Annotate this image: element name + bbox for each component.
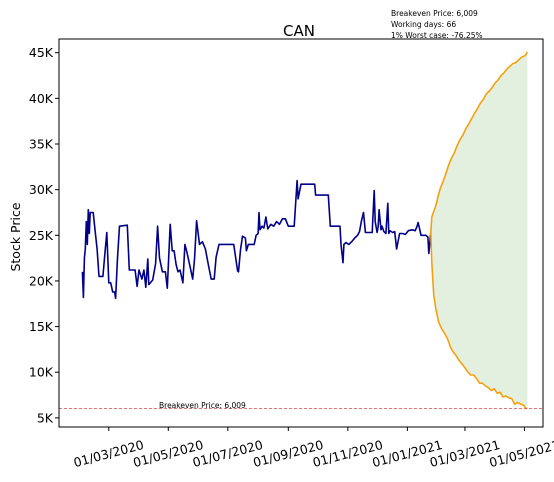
y-tick-label: 15K xyxy=(29,319,54,334)
y-tick-label: 5K xyxy=(37,410,54,425)
annotation-line-breakeven: Breakeven Price: 6,009 xyxy=(391,9,478,18)
stats-annotation: Breakeven Price: 6,009 Working days: 66 … xyxy=(391,9,483,40)
y-axis: 5K 10K 15K 20K 25K 30K 35K 40K 45K xyxy=(29,45,59,425)
y-tick-label: 40K xyxy=(29,91,54,106)
x-axis: 01/03/202001/05/202001/07/202001/09/2020… xyxy=(72,427,554,470)
y-tick-label: 25K xyxy=(29,228,54,243)
annotation-line-worst-case: 1% Worst case: -76.25% xyxy=(391,31,483,40)
price-history-line xyxy=(82,181,430,299)
y-tick-label: 35K xyxy=(29,136,54,151)
breakeven-label: Breakeven Price: 6,009 xyxy=(159,401,246,410)
y-tick-label: 20K xyxy=(29,273,54,288)
y-tick-label: 45K xyxy=(29,45,54,60)
annotation-line-working-days: Working days: 66 xyxy=(391,20,456,29)
y-tick-label: 30K xyxy=(29,182,54,197)
y-axis-label: Stock Price xyxy=(8,202,23,271)
y-tick-label: 10K xyxy=(29,365,54,380)
chart-title: CAN xyxy=(283,22,315,40)
